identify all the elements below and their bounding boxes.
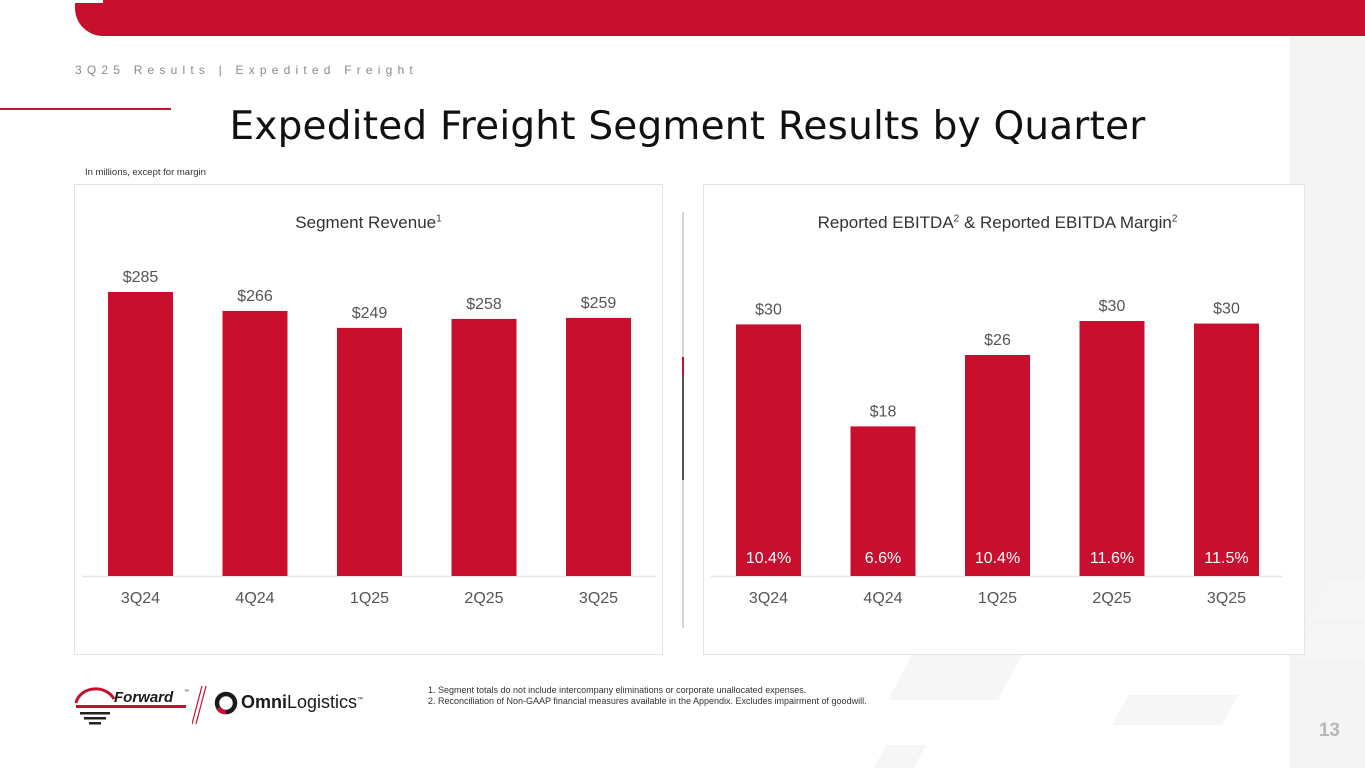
revenue-chart-title: Segment Revenue1 [75, 213, 662, 233]
forward-logo-stripe [84, 717, 106, 720]
revenue-title-footnote: 1 [436, 213, 442, 225]
ebitda-chart-title: Reported EBITDA2 & Reported EBITDA Margi… [704, 213, 1291, 233]
revenue-chart-panel: Segment Revenue1 [74, 184, 663, 655]
top-banner [75, 0, 1365, 36]
ebitda-margin-title-footnote: 2 [1171, 213, 1178, 225]
footnote-2: 2. Reconciliation of Non-GAAP financial … [428, 696, 867, 706]
forward-logo-tm: ™ [184, 689, 189, 695]
top-banner-notch [75, 0, 103, 3]
ebitda-title-text: Reported EBITDA [817, 213, 954, 232]
ebitda-title-footnote: 2 [953, 213, 960, 225]
breadcrumb: 3Q25 Results | Expedited Freight [75, 63, 418, 77]
logo-separator-line [195, 685, 207, 725]
omni-logo-mark [214, 691, 238, 715]
bg-chevron [888, 655, 1022, 700]
page-title: Expedited Freight Segment Results by Qua… [229, 104, 1146, 149]
bg-chevron [1112, 695, 1238, 725]
footnote-1: 1. Segment totals do not include interco… [428, 685, 807, 695]
forward-logo-arc [74, 687, 116, 704]
omni-logo-red-arc [216, 706, 227, 715]
bg-chevron [873, 745, 927, 768]
units-note: In millions, except for margin [85, 167, 206, 178]
omni-logo-wordmark: OmniLogistics™ [241, 692, 363, 713]
ebitda-margin-title-text: & Reported EBITDA Margin [959, 213, 1172, 232]
forward-logo-stripe [80, 712, 110, 715]
panel-divider-red-accent [682, 357, 684, 375]
panel-divider-accent [682, 357, 684, 480]
ebitda-chart-panel: Reported EBITDA2 & Reported EBITDA Margi… [703, 184, 1305, 655]
forward-logo: Forward ™ [74, 687, 189, 725]
title-accent-line [0, 108, 171, 110]
omni-logo-light: Logistics [287, 692, 358, 712]
omni-logo-tm: ™ [357, 697, 364, 703]
forward-logo-stripe [89, 722, 101, 725]
revenue-title-text: Segment Revenue [295, 213, 437, 232]
logo-separator [192, 685, 207, 725]
omni-logo-bold: Omni [241, 692, 288, 712]
forward-logo-text: Forward [114, 689, 174, 706]
forward-logo-stripe [76, 705, 186, 708]
logo-separator-line [192, 685, 203, 725]
page-number: 13 [1318, 720, 1340, 741]
footnotes: 1. Segment totals do not include interco… [428, 685, 867, 707]
